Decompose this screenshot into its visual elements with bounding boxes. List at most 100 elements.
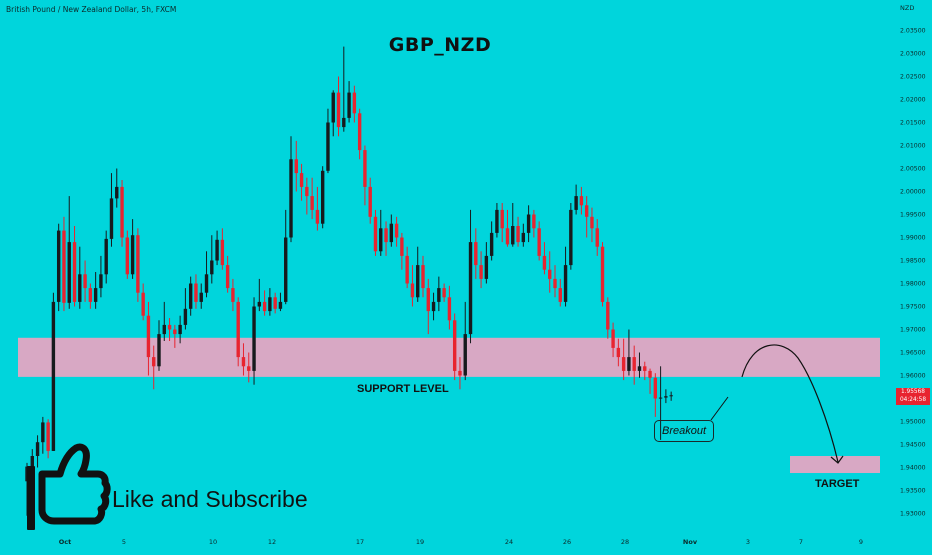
current-price-tag: 1.95568 04:24:58 [896,388,930,405]
candle-body [326,122,330,171]
candle-body [579,196,584,206]
y-tick-label: 1.97000 [900,327,926,334]
x-tick-label: Oct [59,538,72,546]
candle-body [600,246,605,302]
candle [384,221,388,256]
candle-body [643,366,647,371]
candle [62,216,66,312]
candle [67,196,71,309]
candle-body [447,297,452,321]
candle [437,276,441,312]
candle [616,338,621,367]
candle-body [627,357,631,371]
candle-body [484,255,489,279]
candle-body [320,170,325,224]
target-label: TARGET [815,478,860,490]
candle [405,246,409,289]
candle [225,255,230,293]
y-tick-label: 1.93000 [900,511,926,518]
candle [363,145,367,206]
candle [643,361,647,381]
candle-body [463,334,467,376]
candle [516,216,520,247]
candle-body [532,214,536,229]
candle-body [257,301,262,307]
symbol-description[interactable]: British Pound / New Zealand Dollar, 5h, … [6,5,177,14]
candle [416,246,420,302]
candle-body [563,265,568,302]
x-tick-label: 9 [859,538,863,546]
candle-body [511,226,515,245]
x-tick-label: 19 [416,538,424,546]
candle-body [93,288,98,302]
candle [146,301,151,376]
candle-body [236,301,240,358]
y-tick-label: 2.02000 [900,97,926,104]
candle [46,419,50,459]
candle-body [516,226,520,243]
candle-body [141,292,145,316]
candle [72,226,77,307]
candle [188,276,193,316]
candle-body [505,228,510,245]
candle [167,318,172,341]
candle [56,223,61,312]
candle [99,255,103,298]
y-tick-label: 1.99000 [900,235,926,242]
candle [220,228,225,270]
candle-body [247,366,251,371]
candle [231,278,235,312]
y-tick-label: 1.93500 [900,488,926,495]
x-tick-label: 24 [505,538,513,546]
y-tick-label: 2.01500 [900,120,926,127]
candle-body [83,274,87,289]
candle-body [474,242,478,266]
candle [632,345,636,385]
candle-body [162,324,166,335]
candle-body [611,329,615,348]
candle-body [363,150,367,187]
candle-body [669,395,673,397]
candle [152,345,156,390]
candle-body [431,301,436,312]
candle-body [347,92,351,118]
candle [51,292,56,451]
candle [210,235,214,284]
candle [284,209,288,305]
candle [183,288,188,330]
candle [595,219,599,256]
candle-body [231,288,235,302]
candle-body [136,235,140,293]
candle [537,221,541,261]
candle [426,278,430,335]
y-tick-label: 1.98000 [900,281,926,288]
candle [130,219,135,279]
candle [162,301,166,341]
candle [299,163,304,201]
thumb-hand [38,443,111,525]
candle-body [606,301,610,330]
candle [548,251,552,293]
candle-body [389,223,394,243]
candle [268,288,272,316]
candle-body [262,301,267,312]
candle [421,255,425,298]
candle-body [331,92,335,123]
candle [93,272,98,309]
candle [579,186,584,215]
y-tick-label: 2.00000 [900,189,926,196]
candle-body [46,422,50,451]
candle-body [220,239,225,266]
candle-body [410,283,415,298]
candle [173,324,177,348]
candle-body [62,230,66,303]
candle [452,313,457,381]
candle-body [658,397,663,399]
candle [542,242,547,275]
x-tick-label: 7 [799,538,803,546]
candle-body [305,186,309,197]
candle [463,301,467,381]
candle-body [183,308,188,325]
